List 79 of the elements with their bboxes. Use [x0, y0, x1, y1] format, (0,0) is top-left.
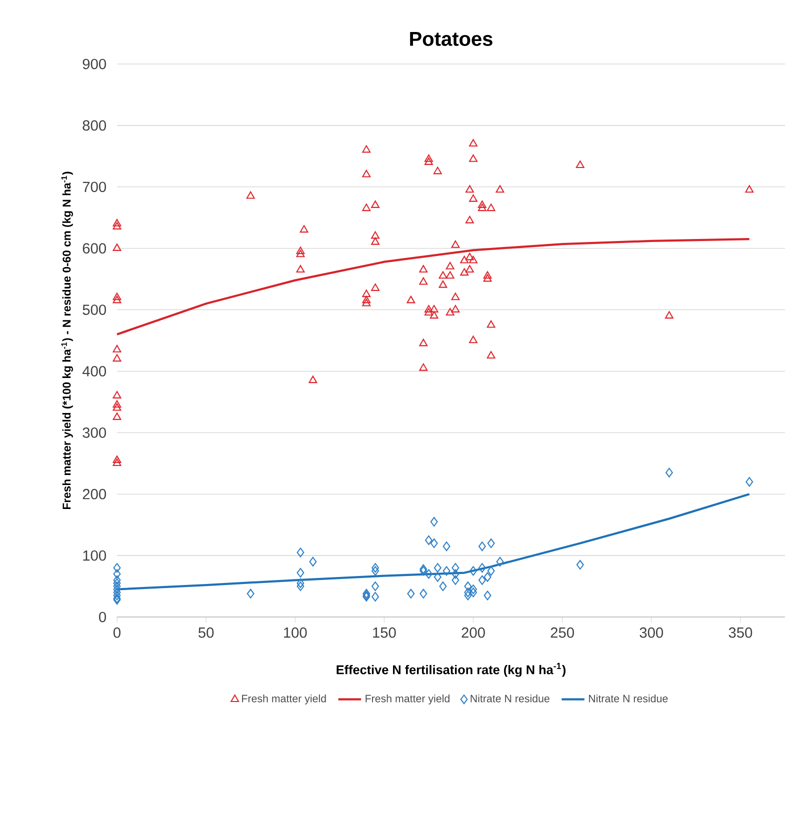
point: [113, 575, 121, 585]
line-series: [116, 238, 750, 336]
point: [420, 566, 428, 576]
y-tick-label: 800: [82, 120, 106, 131]
point: [407, 588, 415, 598]
legend-label: Fresh matter yield: [366, 694, 450, 704]
point: [464, 588, 472, 598]
point: [113, 590, 121, 600]
point: [420, 588, 428, 598]
point: [372, 581, 380, 592]
point: [113, 569, 121, 579]
x-tick-label: 150: [373, 627, 396, 638]
x-tick-label: 0: [113, 627, 120, 638]
point: [113, 581, 121, 592]
point: [296, 581, 304, 592]
legend-label: Fresh matter yield: [242, 694, 326, 704]
point: [487, 538, 495, 548]
point: [452, 569, 460, 579]
point: [296, 578, 304, 588]
y-tick-label: 500: [82, 304, 106, 315]
y-tick-label: 0: [99, 612, 106, 622]
point: [420, 564, 428, 574]
point: [452, 575, 460, 585]
point: [434, 572, 442, 582]
point: [434, 563, 442, 573]
point: [113, 588, 121, 598]
point: [439, 581, 447, 592]
point: [113, 584, 121, 594]
point: [452, 563, 460, 573]
y-tick-label: 600: [82, 243, 106, 254]
legend-label: Nitrate N residue: [470, 694, 550, 702]
point: [484, 572, 492, 582]
line-series: [116, 493, 750, 590]
point: [424, 535, 432, 545]
point: [484, 590, 492, 600]
point: [372, 592, 380, 602]
point: [487, 566, 495, 576]
point: [470, 584, 477, 594]
point: [424, 569, 432, 579]
point: [478, 542, 486, 552]
point: [430, 516, 438, 527]
point: [470, 566, 477, 576]
text: Effective N fertilisation rate (kg N ha$^{-1}$): [336, 662, 566, 677]
y-tick-label: 900: [82, 58, 106, 70]
y-tick-label: 100: [83, 550, 106, 561]
point: [746, 477, 754, 487]
y-tick-label: 400: [82, 366, 106, 376]
point: [113, 578, 121, 588]
point: [496, 556, 504, 566]
text: Fresh matter yield (*100 kg ha$^{-1}$) - N residue 0-60 cm (kg N ha$^{-1}$): [61, 172, 73, 510]
point: [464, 590, 472, 600]
point: [113, 563, 121, 573]
x-tick-label: 250: [550, 627, 574, 638]
y-tick-label: 300: [82, 427, 106, 438]
point: [464, 581, 472, 592]
x-tick-label: 50: [198, 627, 214, 638]
point: [372, 566, 380, 576]
x-tick-label: 100: [284, 627, 307, 638]
y-tick-label: 700: [82, 182, 106, 192]
point: [478, 563, 486, 573]
point: [576, 560, 584, 570]
point: [296, 548, 304, 558]
point: [246, 588, 254, 598]
point: [430, 538, 438, 548]
point: [362, 588, 370, 598]
x-tick-label: 300: [640, 627, 664, 638]
legend-label: Nitrate N residue: [589, 694, 668, 702]
point: [470, 588, 477, 598]
point: [478, 575, 486, 585]
point: [442, 542, 450, 552]
chart-title: Potatoes: [410, 32, 492, 46]
y-tick-label: 200: [82, 488, 106, 500]
point: [372, 563, 380, 573]
x-tick-label: 200: [462, 627, 485, 638]
point: [296, 568, 304, 578]
point: [309, 556, 317, 566]
x-tick-label: 350: [728, 627, 752, 638]
point: [665, 468, 673, 478]
point: [442, 566, 450, 576]
